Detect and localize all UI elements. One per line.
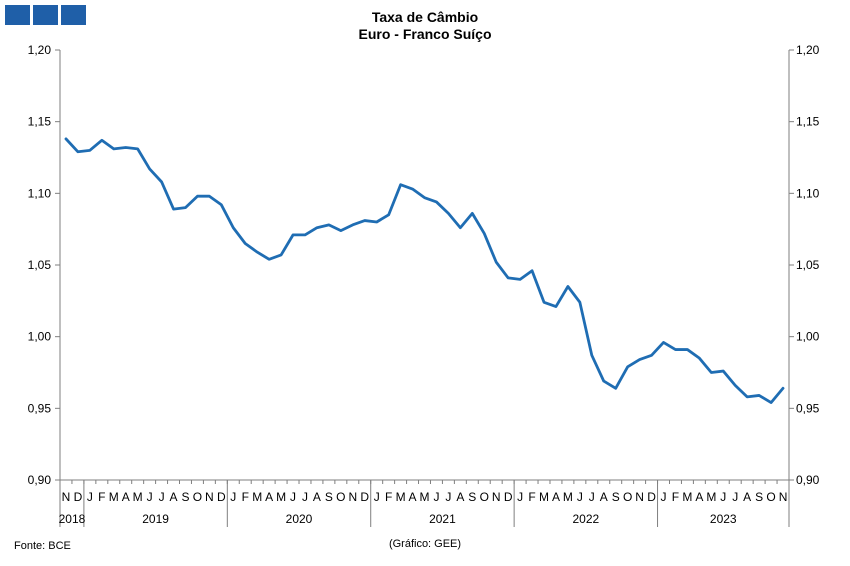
y-tick-label-left: 1,20 [28,43,52,57]
x-month-label: F [528,490,535,504]
x-month-label: D [360,490,369,504]
logo-block [5,5,30,25]
x-month-label: S [755,490,763,504]
source-note: Fonte: BCE [14,540,71,552]
series-line [64,137,785,405]
x-month-label: S [612,490,620,504]
x-month-label: J [720,490,726,504]
x-month-label: D [74,490,83,504]
x-month-label: D [504,490,513,504]
x-month-label: F [242,490,249,504]
x-month-label: A [170,490,178,504]
x-month-label: N [205,490,214,504]
x-month-label: A [313,490,321,504]
y-tick-label-left: 1,10 [28,186,52,200]
x-month-label: J [732,490,738,504]
x-month-label: O [336,490,345,504]
chart-title: Taxa de Câmbio Euro - Franco Suíço [0,9,850,43]
x-year-label: 2018 [59,512,86,526]
chart-credit: (Gráfico: GEE) [388,538,462,550]
x-year-label: 2023 [710,512,737,526]
x-month-label: A [743,490,751,504]
y-tick-label-right: 1,20 [796,43,820,57]
x-month-label: J [230,490,236,504]
x-month-label: M [682,490,692,504]
y-tick-label-left: 1,00 [28,330,52,344]
x-month-label: O [766,490,775,504]
x-month-label: J [159,490,165,504]
x-month-label: S [325,490,333,504]
x-month-label: J [374,490,380,504]
x-month-label: N [62,490,71,504]
logo-block [61,5,86,25]
y-tick-label-left: 1,15 [28,115,52,129]
x-month-label: J [302,490,308,504]
x-month-label: A [695,490,703,504]
x-month-label: M [563,490,573,504]
x-year-label: 2021 [429,512,456,526]
x-month-label: O [623,490,632,504]
x-month-label: A [456,490,464,504]
x-month-label: S [468,490,476,504]
x-month-label: J [577,490,583,504]
x-month-label: F [672,490,679,504]
y-tick-label-left: 0,95 [28,401,52,415]
x-month-label: J [661,490,667,504]
y-tick-label-right: 1,15 [796,115,820,129]
x-month-label: M [539,490,549,504]
x-month-label: J [589,490,595,504]
x-month-label: O [480,490,489,504]
x-month-label: M [396,490,406,504]
chart-title-line2: Euro - Franco Suíço [358,26,492,42]
x-month-label: A [122,490,130,504]
x-month-label: A [265,490,273,504]
x-month-label: J [445,490,451,504]
x-month-label: F [385,490,392,504]
x-month-label: N [635,490,644,504]
x-month-label: M [109,490,119,504]
x-month-label: J [290,490,296,504]
y-tick-label-right: 1,10 [796,186,820,200]
x-month-label: D [647,490,656,504]
x-month-label: M [706,490,716,504]
y-tick-label-right: 1,00 [796,330,820,344]
x-month-label: M [252,490,262,504]
x-month-label: M [276,490,286,504]
y-tick-label-left: 1,05 [28,258,52,272]
x-month-label: D [217,490,226,504]
x-month-label: J [147,490,153,504]
x-month-label: N [779,490,788,504]
x-year-label: 2020 [286,512,313,526]
logo-block [33,5,58,25]
chart-title-line1: Taxa de Câmbio [371,9,479,25]
y-tick-label-right: 1,05 [796,258,820,272]
x-month-label: A [600,490,608,504]
x-month-label: N [492,490,501,504]
y-tick-label-left: 0,90 [28,473,52,487]
x-year-label: 2022 [572,512,599,526]
x-month-label: N [348,490,357,504]
x-month-label: J [87,490,93,504]
x-month-label: A [409,490,417,504]
y-tick-label-right: 0,95 [796,401,820,415]
x-month-label: J [433,490,439,504]
x-month-label: J [517,490,523,504]
x-month-label: F [98,490,105,504]
x-month-label: M [133,490,143,504]
x-month-label: O [193,490,202,504]
y-tick-label-right: 0,90 [796,473,820,487]
logo [5,5,86,25]
x-month-label: S [181,490,189,504]
x-month-label: A [552,490,560,504]
x-month-label: M [420,490,430,504]
x-year-label: 2019 [142,512,169,526]
